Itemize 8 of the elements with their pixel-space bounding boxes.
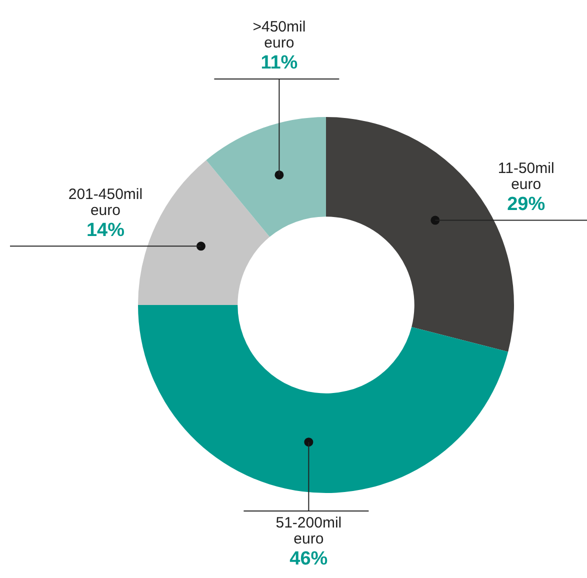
slice-label: 201-450mil euro [68,186,143,219]
data-label: 46% [290,548,328,570]
slice-label: >450mil euro [252,18,306,52]
slice-label: 51-200mil euro [276,514,342,548]
data-label: 14% [86,220,125,241]
slice-label: 11-50mil euro [498,160,554,193]
data-label: 11% [260,52,298,74]
data-label: 29% [507,194,546,216]
